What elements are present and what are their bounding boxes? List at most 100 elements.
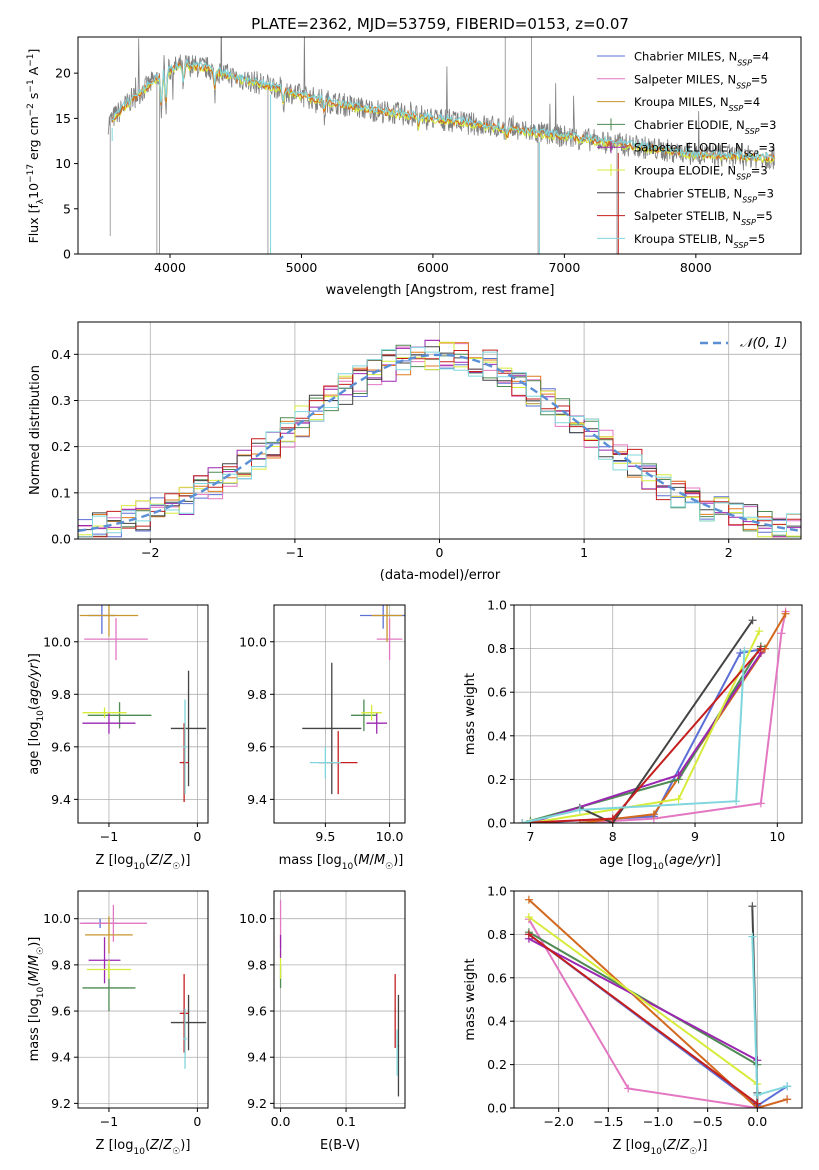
y-tick-label: 9.6 xyxy=(247,1004,267,1019)
x-tick-label: 9 xyxy=(691,829,699,844)
legend-sub: SSP xyxy=(737,58,752,67)
y-axis-label: mass weight xyxy=(463,673,478,755)
plot-area xyxy=(79,605,207,802)
x-tick-label: 2 xyxy=(725,545,733,560)
y-tick-label: 0.8 xyxy=(487,927,507,942)
y-tick-label: 0.0 xyxy=(487,1101,507,1116)
figure-title: PLATE=2362, MJD=53759, FIBERID=0153, z=0… xyxy=(251,15,629,33)
label-part: ☉ xyxy=(172,1147,180,1157)
legend-name: Salpeter ELODIE, N xyxy=(634,141,744,155)
y-axis-label-part: −1 xyxy=(26,54,36,67)
label-part: ( xyxy=(145,1138,150,1153)
y-tick-label: 0.4 xyxy=(487,1014,507,1029)
y-tick-label: 5 xyxy=(63,201,71,216)
x-axis-label: Z [log10(Z/Z☉)] xyxy=(96,853,191,872)
legend-sub: SSP xyxy=(745,126,760,135)
y-axis-label-text: mass [log10(M/M☉)] xyxy=(27,937,46,1062)
label-part: )] xyxy=(711,853,721,868)
label-part: ( xyxy=(662,1138,667,1153)
label-part: Z xyxy=(162,1138,173,1153)
axes-frame xyxy=(77,890,209,1109)
legend-n: =3 xyxy=(757,186,774,200)
x-tick-label: 8000 xyxy=(680,260,712,275)
y-tick-label: 0.0 xyxy=(487,816,507,831)
normal-curve xyxy=(78,353,801,533)
label-part: )] xyxy=(393,853,403,868)
label-part: / xyxy=(159,1138,164,1153)
y-tick-label: 9.6 xyxy=(51,739,71,754)
label-part: 10 xyxy=(342,862,354,872)
legend-sub: SSP xyxy=(736,172,751,181)
legend-sub: SSP xyxy=(736,81,751,90)
x-tick-label: 9.5 xyxy=(315,829,335,844)
x-tick-label: 1 xyxy=(580,545,588,560)
y-axis-label: age [log10(age/yr)] xyxy=(27,653,46,775)
y-tick-label: 0.6 xyxy=(487,685,507,700)
chart-residuals: −2 −1 0 1 2 0.0 0.1 0.2 0.3 0.4 𝒩(0, 1) (data-model… xyxy=(28,321,802,583)
y-tick-label: 9.2 xyxy=(51,1096,71,1111)
y-tick-label: 0 xyxy=(63,247,71,262)
label-part: 10 xyxy=(36,986,46,998)
y-tick-label: 0.4 xyxy=(487,728,507,743)
label-part: Z xyxy=(149,853,160,868)
label-part: )] xyxy=(27,937,42,947)
axes-frame xyxy=(77,604,209,824)
label-part: Z xyxy=(149,1138,160,1153)
y-axis-label-part: −2 xyxy=(26,103,36,116)
y-axis-label: mass weight xyxy=(463,958,478,1040)
label-part: M xyxy=(374,853,385,868)
y-axis-label-part: s xyxy=(26,93,41,104)
legend-sub: SSP xyxy=(741,218,756,227)
y-tick-label: 1.0 xyxy=(487,884,507,899)
plot-area xyxy=(518,607,790,823)
plot-area xyxy=(524,895,792,1108)
label-part: ☉ xyxy=(385,862,393,872)
legend-name: Kroupa STELIB, N xyxy=(634,232,734,246)
label-part: age [log xyxy=(27,722,42,775)
weight-series-line xyxy=(528,898,788,1108)
y-axis-label-part: −1 xyxy=(26,79,36,92)
legend-sub: SSP xyxy=(729,104,744,113)
weight-series-line xyxy=(521,650,746,823)
label-part: ( xyxy=(664,853,669,868)
label-part: Z xyxy=(666,1138,677,1153)
x-axis-label: E(B-V) xyxy=(320,1138,360,1153)
label-part: age [log xyxy=(599,853,652,868)
legend-label: Chabrier ELODIE, NSSP=3 xyxy=(634,118,776,136)
label-part: 10 xyxy=(133,1147,145,1157)
x-axis-label-text: Z [log10(Z/Z☉)] xyxy=(613,1138,708,1157)
y-axis-label-part: A xyxy=(26,66,41,79)
x-tick-label: 0.1 xyxy=(336,1114,356,1129)
x-axis-label: wavelength [Angstrom, rest frame] xyxy=(326,283,555,298)
legend-sub: SSP xyxy=(744,149,759,158)
chart-weight-vs-z: −2.0 −1.5 −1.0 −0.5 0.0 0.0 0.2 0.4 0.6 0.8 1.0 Z [… xyxy=(463,884,803,1157)
y-tick-label: 9.6 xyxy=(247,739,267,754)
y-tick-label: 9.8 xyxy=(51,687,71,702)
legend-name: Kroupa MILES, N xyxy=(634,95,729,109)
label-part: Z [log xyxy=(96,853,134,868)
chart-age-vs-z: −1 09.49.69.810.0Z [log10(Z/Z☉)]age [log1… xyxy=(27,604,209,872)
y-axis-label-part: ] xyxy=(26,49,41,54)
y-tick-label: 9.8 xyxy=(247,687,267,702)
weight-series-line xyxy=(530,645,762,822)
y-tick-label: 10.0 xyxy=(43,634,71,649)
x-tick-label: −1 xyxy=(100,829,118,844)
y-tick-label: 9.8 xyxy=(51,957,71,972)
legend-n: =5 xyxy=(756,209,773,223)
legend-n: =4 xyxy=(752,50,769,64)
x-axis-label: (data-model)/error xyxy=(380,568,501,583)
y-axis-label-text: age [log10(age/yr)] xyxy=(27,653,46,775)
legend-label: Chabrier STELIB, NSSP=3 xyxy=(634,186,774,204)
y-tick-label: 10 xyxy=(55,156,71,171)
x-axis-label-text: mass [log10(M/M☉)] xyxy=(279,853,404,872)
y-tick-label: 9.4 xyxy=(51,1050,71,1065)
x-axis-label: Z [log10(Z/Z☉)] xyxy=(613,1138,708,1157)
y-axis-label: Flux [fλ10−17 erg cm−2 s−1 A−1] xyxy=(26,49,46,244)
y-tick-label: 9.4 xyxy=(247,792,267,807)
x-tick-label: 8 xyxy=(609,829,617,844)
label-part: Z [log xyxy=(96,1138,134,1153)
legend-n: =3 xyxy=(760,118,777,132)
label-part: ( xyxy=(353,853,358,868)
